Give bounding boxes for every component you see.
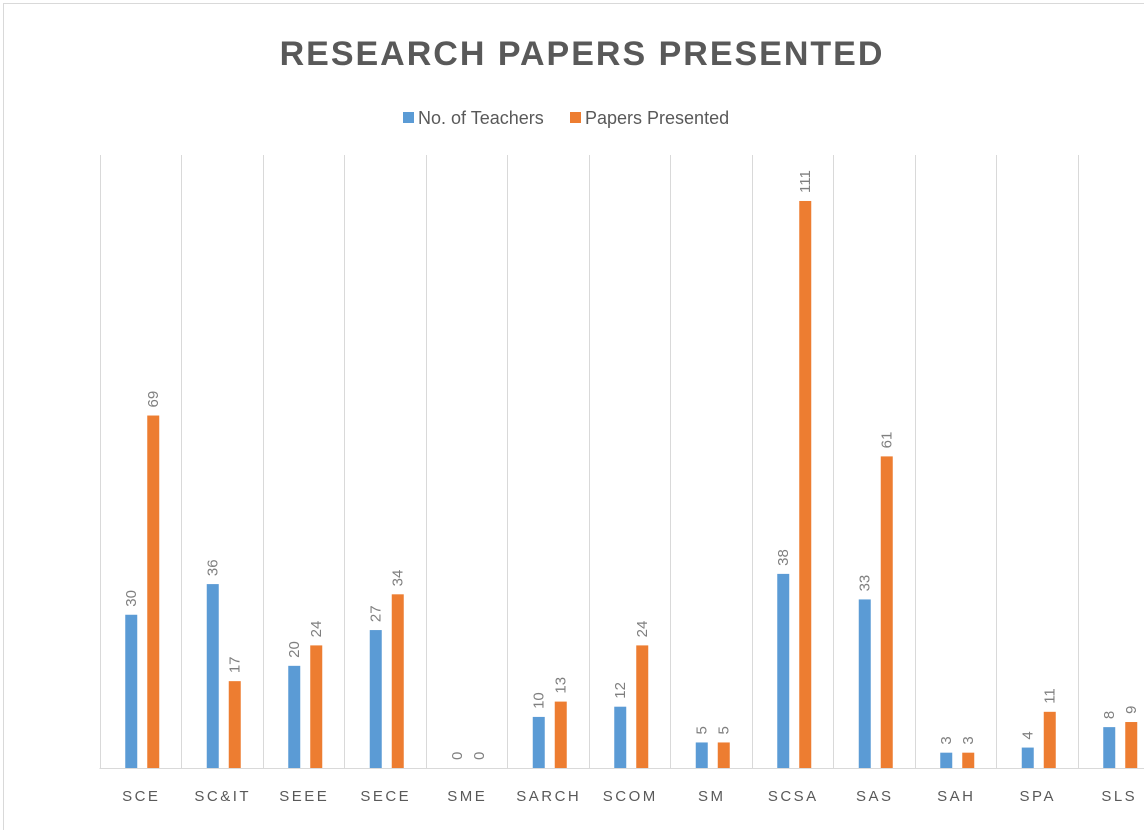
data-label: 36: [205, 559, 222, 576]
data-label: 13: [553, 677, 570, 694]
data-label: 11: [1042, 688, 1059, 704]
data-label: 20: [286, 641, 303, 658]
x-tick-label: SECE: [360, 788, 411, 805]
x-tick-label: SC&IT: [194, 788, 251, 805]
data-label: 27: [368, 605, 385, 622]
data-label: 5: [716, 726, 733, 734]
data-label: 34: [390, 570, 407, 587]
x-tick-label: SEEE: [279, 788, 329, 805]
data-label: 24: [634, 621, 651, 638]
data-label: 8: [1101, 711, 1118, 719]
bar: [532, 716, 545, 768]
bar: [391, 594, 404, 768]
bar: [636, 645, 649, 768]
data-label: 33: [857, 575, 874, 592]
bar: [858, 599, 871, 768]
data-label: 0: [471, 752, 488, 760]
x-tick-label: SM: [698, 788, 726, 805]
legend-label: No. of Teachers: [418, 108, 544, 128]
legend-swatch: [570, 112, 581, 123]
bar: [125, 614, 138, 768]
legend-label: Papers Presented: [585, 108, 729, 128]
data-label: 3: [938, 736, 955, 744]
bar: [147, 415, 160, 768]
data-label: 61: [879, 432, 896, 449]
bar: [206, 584, 219, 768]
bar: [717, 742, 730, 768]
x-tick-label: SCSA: [768, 788, 819, 805]
bar: [310, 645, 323, 768]
x-tick-label: SCOM: [603, 788, 658, 805]
bar: [799, 200, 812, 769]
data-label: 10: [531, 692, 548, 709]
bar: [1043, 711, 1056, 768]
bar: [940, 752, 953, 768]
bar: [369, 630, 382, 768]
data-label: 3: [960, 736, 977, 744]
x-tick-label: SCE: [122, 788, 160, 805]
data-label: 9: [1123, 706, 1140, 714]
bar: [777, 573, 790, 768]
bar: [228, 681, 241, 768]
bar: [695, 742, 708, 768]
x-tick-label: SME: [447, 788, 487, 805]
data-label: 38: [775, 549, 792, 566]
data-label: 5: [694, 726, 711, 734]
bar: [1021, 747, 1034, 768]
data-label: 69: [145, 391, 162, 408]
bar: [1103, 727, 1116, 768]
bar: [962, 752, 975, 768]
data-label: 111: [797, 170, 814, 193]
data-label: 24: [308, 621, 325, 638]
x-tick-label: SPA: [1020, 788, 1056, 805]
chart-title: RESEARCH PAPERS PRESENTED: [280, 35, 885, 73]
data-label: 4: [1020, 731, 1037, 739]
data-label: 12: [612, 682, 629, 699]
chart-border: [3, 3, 1144, 830]
data-label: 0: [449, 752, 466, 760]
bar: [288, 665, 301, 768]
bar: [1125, 722, 1138, 768]
data-label: 17: [227, 656, 244, 673]
data-label: 30: [123, 590, 140, 607]
x-tick-label: SAH: [937, 788, 975, 805]
x-tick-label: SAS: [856, 788, 894, 805]
x-tick-label: SARCH: [516, 788, 581, 805]
x-tick-label: SLS: [1101, 788, 1137, 805]
bar: [614, 706, 627, 768]
bar: [880, 456, 893, 768]
legend-swatch: [403, 112, 414, 123]
bar: [554, 701, 567, 768]
